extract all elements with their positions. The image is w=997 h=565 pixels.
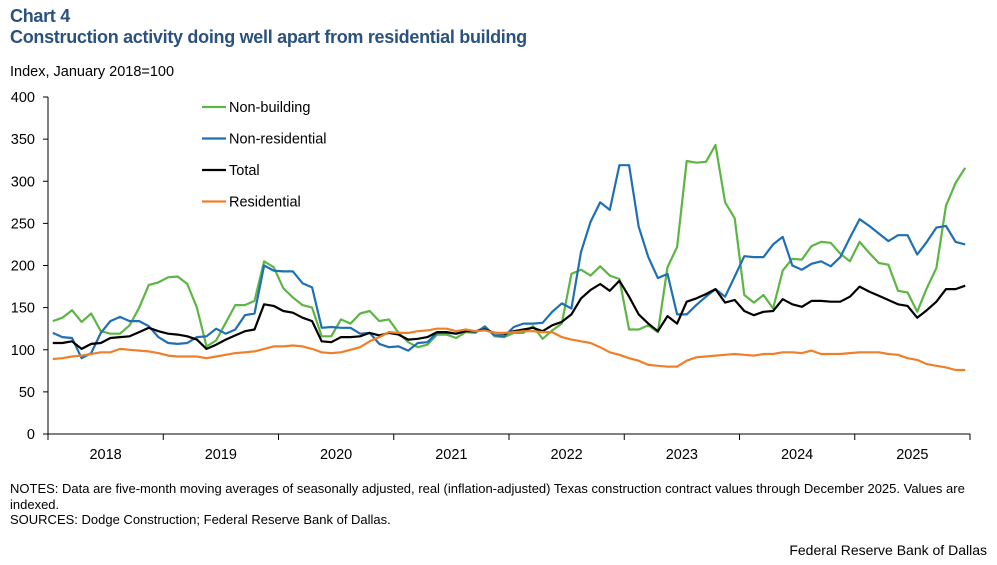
line-chart: 0 50 100 150 200 250 300 350 400 2018 2019 2020 2021… xyxy=(11,90,971,463)
series-line-non-building xyxy=(52,143,967,349)
x-tick-label: 2022 xyxy=(550,447,582,463)
x-tick-label: 2020 xyxy=(320,447,352,463)
y-tick-label: 200 xyxy=(11,259,35,275)
legend-label: Non-residential xyxy=(229,132,327,148)
y-tick-label: 50 xyxy=(19,385,35,401)
notes-text: NOTES: Data are five-month moving averag… xyxy=(10,481,965,512)
y-tick-label: 150 xyxy=(11,301,35,317)
x-tick-label: 2025 xyxy=(896,447,928,463)
chart-notes: NOTES: Data are five-month moving averag… xyxy=(10,481,985,528)
legend-label: Residential xyxy=(229,195,301,211)
series-line-non-residential xyxy=(52,164,966,360)
legend-label: Total xyxy=(229,163,260,179)
x-tick-label: 2019 xyxy=(205,447,237,463)
credit-line: Federal Reserve Bank of Dallas xyxy=(789,542,987,558)
y-tick-label: 300 xyxy=(11,174,35,190)
x-tick-label: 2023 xyxy=(666,447,698,463)
sources-text: SOURCES: Dodge Construction; Federal Res… xyxy=(10,512,391,527)
x-tick-label: 2021 xyxy=(435,447,467,463)
legend-label: Non-building xyxy=(229,100,310,116)
y-tick-label: 100 xyxy=(11,343,35,359)
y-tick-label: 400 xyxy=(11,90,35,106)
x-tick-label: 2024 xyxy=(781,447,813,463)
y-axis-label: Index, January 2018=100 xyxy=(10,64,175,80)
x-tick-label: 2018 xyxy=(89,447,121,463)
chart-number: Chart 4 xyxy=(10,6,70,26)
chart-title: Construction activity doing well apart f… xyxy=(10,27,527,47)
y-tick-label: 250 xyxy=(11,216,35,232)
y-tick-label: 350 xyxy=(11,132,35,148)
series-line-residential xyxy=(52,327,966,372)
y-tick-label: 0 xyxy=(27,427,35,443)
